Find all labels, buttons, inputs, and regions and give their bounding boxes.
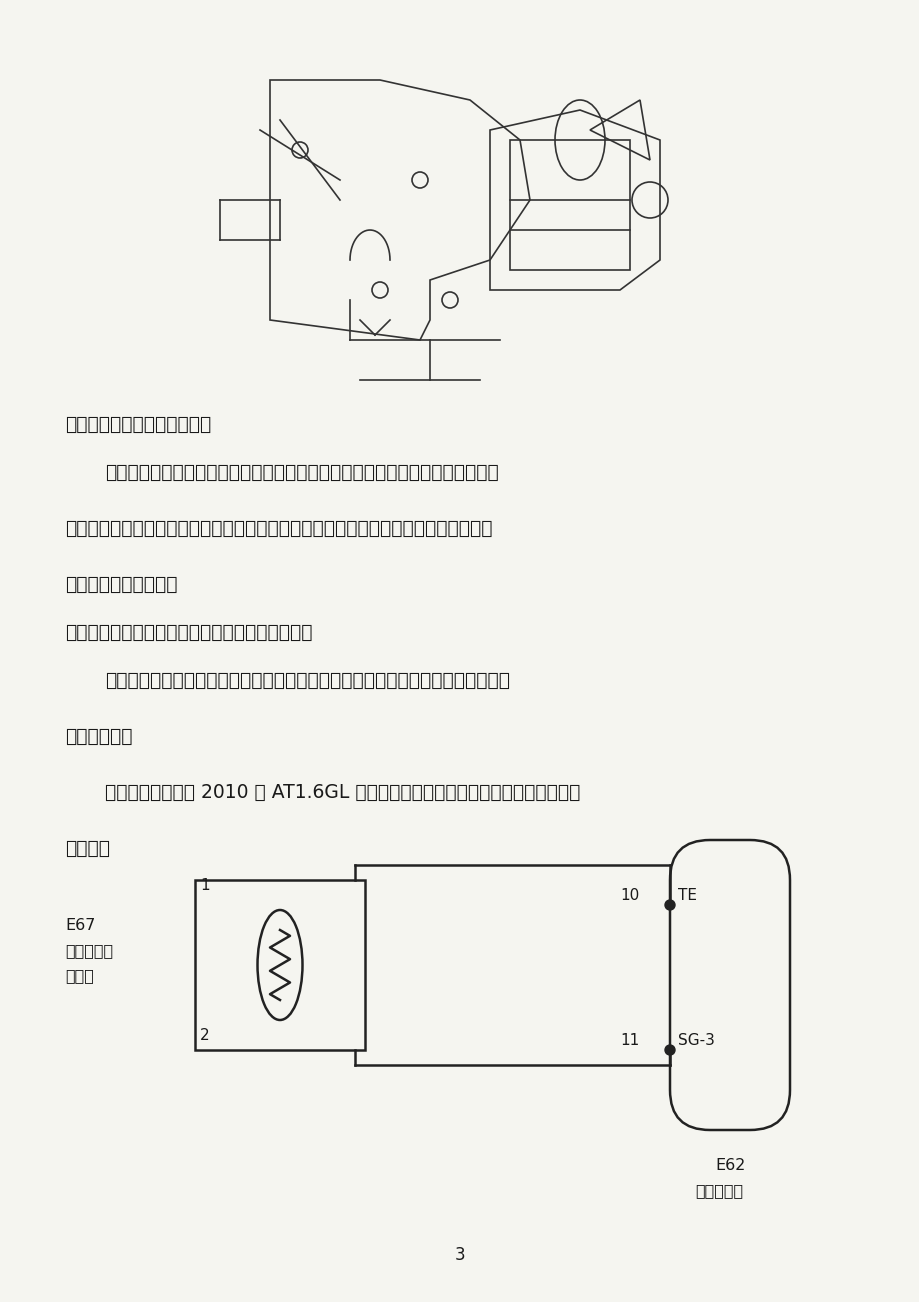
Text: 3: 3	[454, 1246, 465, 1264]
Text: 11: 11	[620, 1032, 640, 1048]
Text: 2: 2	[199, 1029, 210, 1043]
Bar	[195, 880, 365, 1049]
Text: 四、蒸发器传感器的作用是：: 四、蒸发器传感器的作用是：	[65, 415, 211, 434]
Text: 下图是卡罗拉轿车 2010 款 AT1.6GL 空调蒸发器出口温度传感器与空调放大器的连: 下图是卡罗拉轿车 2010 款 AT1.6GL 空调蒸发器出口温度传感器与空调放…	[105, 783, 580, 802]
Text: 蒸发器出口温度传感器连接器接头有两端子与放大器相连，一条是温度信号线，另: 蒸发器出口温度传感器连接器接头有两端子与放大器相连，一条是温度信号线，另	[105, 671, 509, 690]
Circle shape	[664, 900, 675, 910]
Text: 传感器: 传感器	[65, 967, 94, 983]
Text: 温度控制系统将检测到的温度信号与空调设定的调节信号加以比较从而控制空调: 温度控制系统将检测到的温度信号与空调设定的调节信号加以比较从而控制空调	[105, 464, 498, 482]
Text: 1: 1	[199, 878, 210, 893]
Text: SG-3: SG-3	[677, 1032, 714, 1048]
Circle shape	[664, 1046, 675, 1055]
Text: 一条是地线。: 一条是地线。	[65, 727, 132, 746]
Text: 蒸发器温度: 蒸发器温度	[65, 943, 113, 958]
Text: 接电路。: 接电路。	[65, 838, 110, 858]
Text: 压缩机电磁离合器的通断。另外，利用蒸发器出口温度传感器热敏电阻信号，可以防止: 压缩机电磁离合器的通断。另外，利用蒸发器出口温度传感器热敏电阻信号，可以防止	[65, 519, 492, 538]
Text: TE: TE	[677, 888, 697, 904]
Bar	[509, 141, 630, 270]
Text: E62: E62	[714, 1157, 744, 1173]
Text: 空调放大器: 空调放大器	[694, 1184, 743, 1198]
Text: 10: 10	[620, 888, 640, 904]
Text: E67: E67	[65, 918, 96, 934]
Text: 蒸发器出现结冰现象。: 蒸发器出现结冰现象。	[65, 575, 177, 594]
Text: 五、蒸发器传感器端子与空调放大器的连接线路。: 五、蒸发器传感器端子与空调放大器的连接线路。	[65, 622, 312, 642]
